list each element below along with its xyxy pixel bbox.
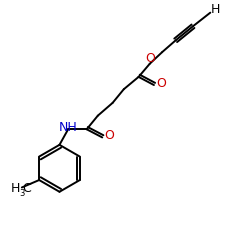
- Text: 3: 3: [19, 189, 24, 198]
- Text: O: O: [105, 129, 115, 142]
- Text: H: H: [11, 182, 20, 195]
- Text: H: H: [210, 3, 220, 16]
- Text: O: O: [145, 52, 155, 65]
- Text: O: O: [156, 76, 166, 90]
- Text: C: C: [22, 182, 31, 195]
- Text: NH: NH: [58, 121, 77, 134]
